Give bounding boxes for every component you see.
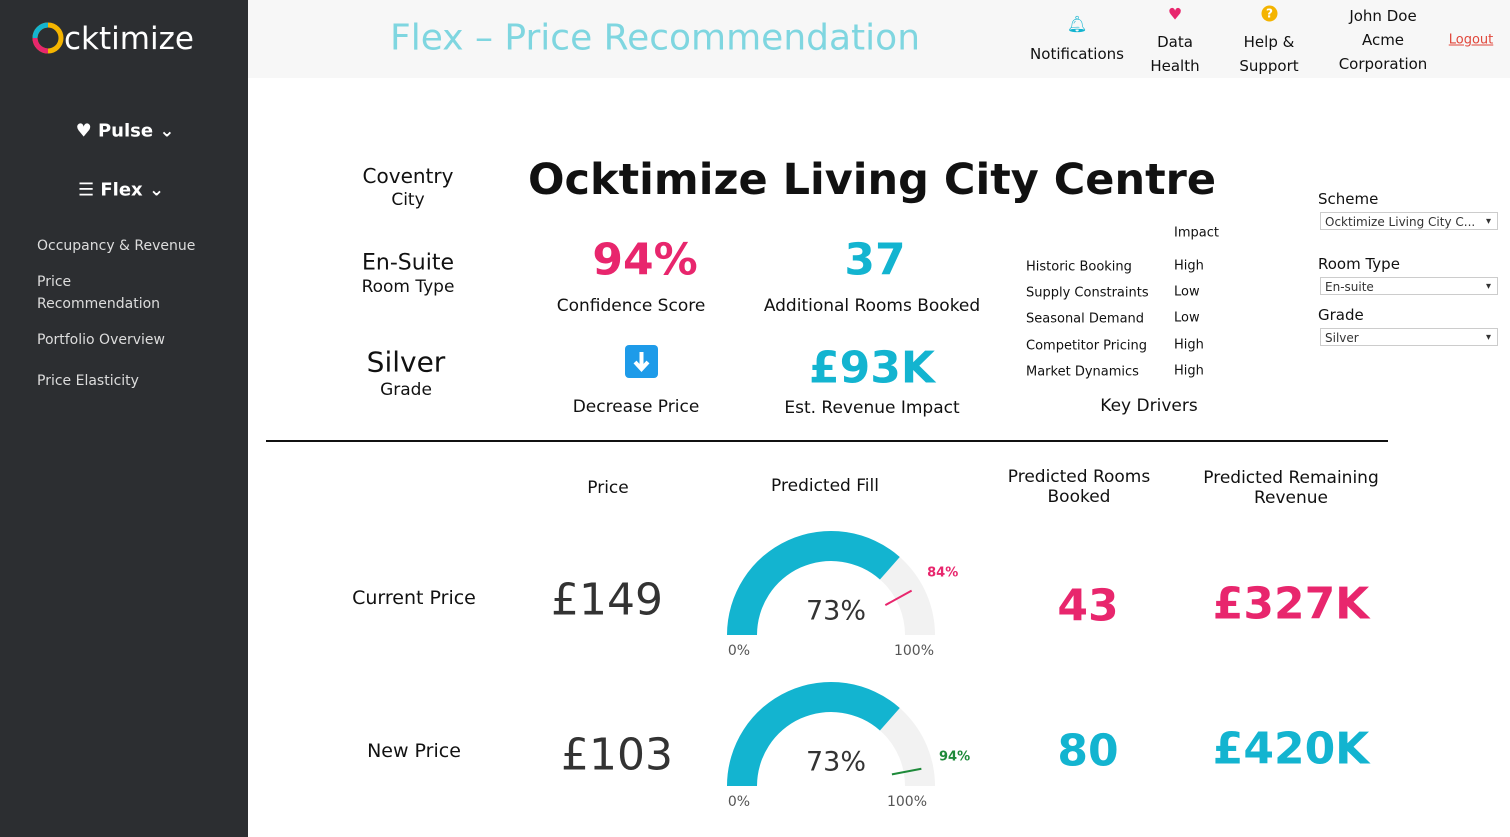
kpi-label: Additional Rooms Booked (763, 296, 981, 316)
gauge-min-label: 0% (728, 643, 750, 659)
drivers-title: Key Drivers (1100, 396, 1198, 416)
kpi-value: £93K (809, 342, 935, 394)
gauge-target-label: 94% (939, 750, 970, 765)
filter-label: Room Type (1318, 255, 1400, 273)
driver-name: Historic Booking (1026, 259, 1132, 275)
scheme-name: Ocktimize Living City Centre (527, 155, 1217, 205)
kpi-label: Est. Revenue Impact (784, 398, 960, 418)
decrease-icon (625, 345, 658, 378)
kpi-label: Decrease Price (572, 397, 700, 417)
menu-label: Pulse (97, 120, 154, 142)
price: £149 (551, 574, 663, 626)
row-label: Current Price (352, 587, 476, 609)
menu-pulse[interactable]: ♥ Pulse ⌄ (75, 120, 175, 142)
column-header: Predicted Rooms Booked (1007, 467, 1151, 507)
logo-text: cktimize (64, 21, 194, 57)
kpi-value: 37 (844, 234, 906, 286)
nav-link[interactable]: Occupancy & Revenue (37, 238, 196, 254)
gauge-fill (727, 531, 900, 635)
grade-label: Grade (380, 380, 432, 400)
user-company: Acme Corporation (1338, 31, 1428, 73)
column-header: Predicted Fill (771, 476, 879, 496)
sidebar: cktimize ♥ Pulse ⌄ ☰ Flex ⌄ Occupancy & … (0, 0, 248, 837)
gauge-max-label: 100% (887, 794, 927, 810)
gauge-target (891, 767, 922, 776)
driver-impact: Low (1174, 310, 1200, 326)
gauge-max-label: 100% (894, 643, 934, 659)
nav-link[interactable]: Portfolio Overview (37, 332, 165, 348)
row-label: New Price (367, 740, 461, 762)
city-label: City (391, 190, 425, 210)
room-type: En-Suite (362, 250, 454, 276)
svg-text:?: ? (1266, 7, 1273, 21)
user-name: John Doe (1349, 7, 1417, 25)
filter-select[interactable]: Silver (1320, 328, 1498, 347)
gauge-target (884, 589, 913, 607)
gauge-target-label: 84% (927, 566, 958, 581)
driver-name: Seasonal Demand (1026, 311, 1145, 327)
kpi-value: 94% (592, 234, 698, 286)
column-header: Price (587, 478, 629, 498)
driver-name: Market Dynamics (1026, 364, 1139, 380)
gauge-value-label: 73% (806, 747, 866, 778)
filter-select[interactable]: Ocktimize Living City C... (1320, 212, 1498, 231)
nav-help[interactable]: Help & Support (1239, 33, 1299, 75)
gauge-value-label: 73% (806, 596, 866, 627)
header (248, 0, 1510, 78)
driver-impact: High (1174, 337, 1204, 353)
driver-name: Supply Constraints (1026, 285, 1149, 301)
revenue: £327K (1212, 578, 1370, 630)
driver-name: Competitor Pricing (1026, 338, 1147, 354)
filter-label: Scheme (1318, 190, 1379, 208)
nav-link[interactable]: Price Elasticity (37, 373, 139, 389)
nav-notifications[interactable]: Notifications (1030, 45, 1124, 63)
grade: Silver (366, 345, 446, 379)
driver-impact: High (1174, 363, 1204, 379)
divider (266, 440, 1388, 442)
filter-label: Grade (1318, 306, 1364, 324)
room-type-label: Room Type (361, 277, 455, 297)
revenue: £420K (1212, 723, 1370, 775)
filter-select[interactable]: En-suite (1320, 277, 1498, 296)
rooms: 80 (1057, 725, 1119, 777)
city: Coventry (362, 164, 454, 188)
menu-label: Flex (100, 179, 143, 201)
bell-icon[interactable]: 🔔︎ (1066, 14, 1088, 34)
help-icon[interactable]: ? (1261, 5, 1278, 22)
driver-impact: Low (1174, 284, 1200, 300)
price: £103 (561, 729, 673, 781)
heart-icon[interactable]: ♥ (1167, 4, 1183, 24)
logo-icon (32, 22, 64, 54)
gauge-fill (727, 682, 900, 786)
gauge-min-label: 0% (728, 794, 750, 810)
logout-link[interactable]: Logout (1448, 32, 1494, 48)
column-header: Predicted Remaining Revenue (1203, 468, 1379, 508)
page-title: Flex – Price Recommendation (390, 17, 921, 59)
menu-flex[interactable]: ☰ Flex ⌄ (77, 179, 165, 201)
kpi-label: Confidence Score (556, 296, 706, 316)
nav-data-health[interactable]: Data Health (1150, 33, 1200, 75)
driver-impact: High (1174, 258, 1204, 274)
nav-link[interactable]: Price Recommendation (37, 274, 161, 312)
drivers-header: Impact (1174, 225, 1219, 241)
rooms: 43 (1057, 580, 1119, 632)
